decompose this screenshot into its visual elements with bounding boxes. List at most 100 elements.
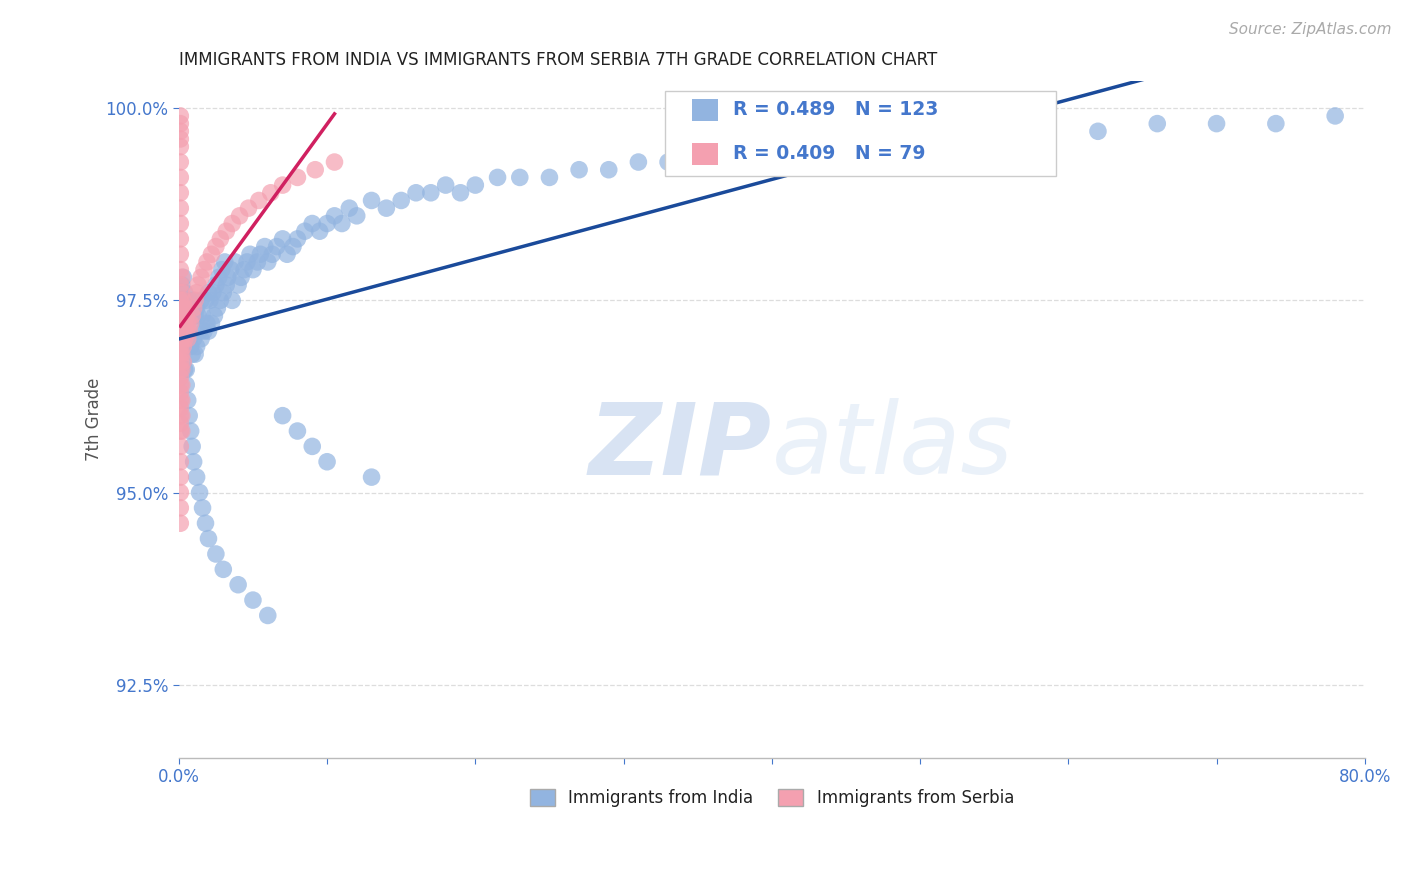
Point — [187, 278, 209, 293]
Point — [301, 439, 323, 453]
Point — [169, 278, 191, 293]
Point — [184, 347, 207, 361]
Point — [308, 224, 330, 238]
Point — [169, 324, 191, 338]
Point — [172, 332, 194, 346]
Point — [169, 401, 191, 415]
Point — [173, 362, 195, 376]
Point — [212, 285, 235, 300]
Point — [169, 485, 191, 500]
Point — [169, 155, 191, 169]
Point — [180, 301, 202, 315]
Point — [188, 324, 211, 338]
Point — [236, 255, 259, 269]
Text: R = 0.409   N = 79: R = 0.409 N = 79 — [733, 145, 925, 163]
Point — [450, 186, 472, 200]
Point — [242, 593, 264, 607]
Point — [186, 301, 208, 315]
Point — [170, 317, 193, 331]
Point — [174, 378, 197, 392]
Point — [190, 293, 212, 308]
Point — [169, 332, 191, 346]
Point — [294, 224, 316, 238]
Point — [169, 217, 191, 231]
Point — [323, 155, 346, 169]
Point — [205, 239, 228, 253]
Point — [208, 270, 231, 285]
Point — [316, 217, 339, 231]
Point — [181, 309, 204, 323]
Point — [172, 339, 194, 353]
Point — [169, 370, 191, 384]
Point — [281, 239, 304, 253]
Point — [173, 285, 195, 300]
Point — [186, 285, 208, 300]
Point — [183, 301, 205, 315]
Point — [184, 309, 207, 323]
Point — [207, 301, 229, 315]
Point — [219, 262, 242, 277]
Point — [538, 170, 561, 185]
Point — [209, 293, 232, 308]
Point — [180, 339, 202, 353]
Point — [316, 455, 339, 469]
Point — [229, 270, 252, 285]
Point — [169, 232, 191, 246]
Point — [509, 170, 531, 185]
Point — [190, 332, 212, 346]
Point — [169, 417, 191, 431]
Point — [221, 293, 243, 308]
Point — [287, 424, 309, 438]
Point — [195, 255, 218, 269]
Point — [405, 186, 427, 200]
Point — [215, 224, 238, 238]
Point — [346, 209, 368, 223]
Point — [169, 500, 191, 515]
Point — [657, 155, 679, 169]
Point — [249, 247, 271, 261]
Point — [169, 139, 191, 153]
Point — [211, 262, 233, 277]
Point — [205, 278, 228, 293]
Point — [242, 262, 264, 277]
Point — [181, 309, 204, 323]
Point — [464, 178, 486, 193]
Point — [169, 124, 191, 138]
Point — [745, 147, 768, 161]
Point — [173, 317, 195, 331]
Point — [177, 332, 200, 346]
Point — [169, 470, 191, 484]
Point — [173, 324, 195, 338]
Point — [172, 270, 194, 285]
Point — [170, 424, 193, 438]
Point — [193, 324, 215, 338]
Point — [790, 139, 813, 153]
Point — [172, 301, 194, 315]
Point — [170, 378, 193, 392]
Point — [181, 347, 204, 361]
Point — [287, 232, 309, 246]
Point — [221, 217, 243, 231]
Point — [172, 355, 194, 369]
Point — [908, 132, 931, 146]
Point — [169, 516, 191, 531]
Point — [174, 293, 197, 308]
Point — [169, 262, 191, 277]
Point — [197, 285, 219, 300]
FancyBboxPatch shape — [692, 143, 718, 164]
Point — [568, 162, 591, 177]
Point — [214, 255, 236, 269]
Point — [174, 309, 197, 323]
Point — [200, 317, 222, 331]
Point — [360, 194, 382, 208]
Point — [169, 385, 191, 400]
Point — [1028, 124, 1050, 138]
Point — [174, 362, 197, 376]
Text: atlas: atlas — [772, 398, 1014, 495]
Point — [246, 255, 269, 269]
Point — [169, 293, 191, 308]
Point — [323, 209, 346, 223]
Point — [271, 409, 294, 423]
Point — [169, 170, 191, 185]
Point — [184, 293, 207, 308]
